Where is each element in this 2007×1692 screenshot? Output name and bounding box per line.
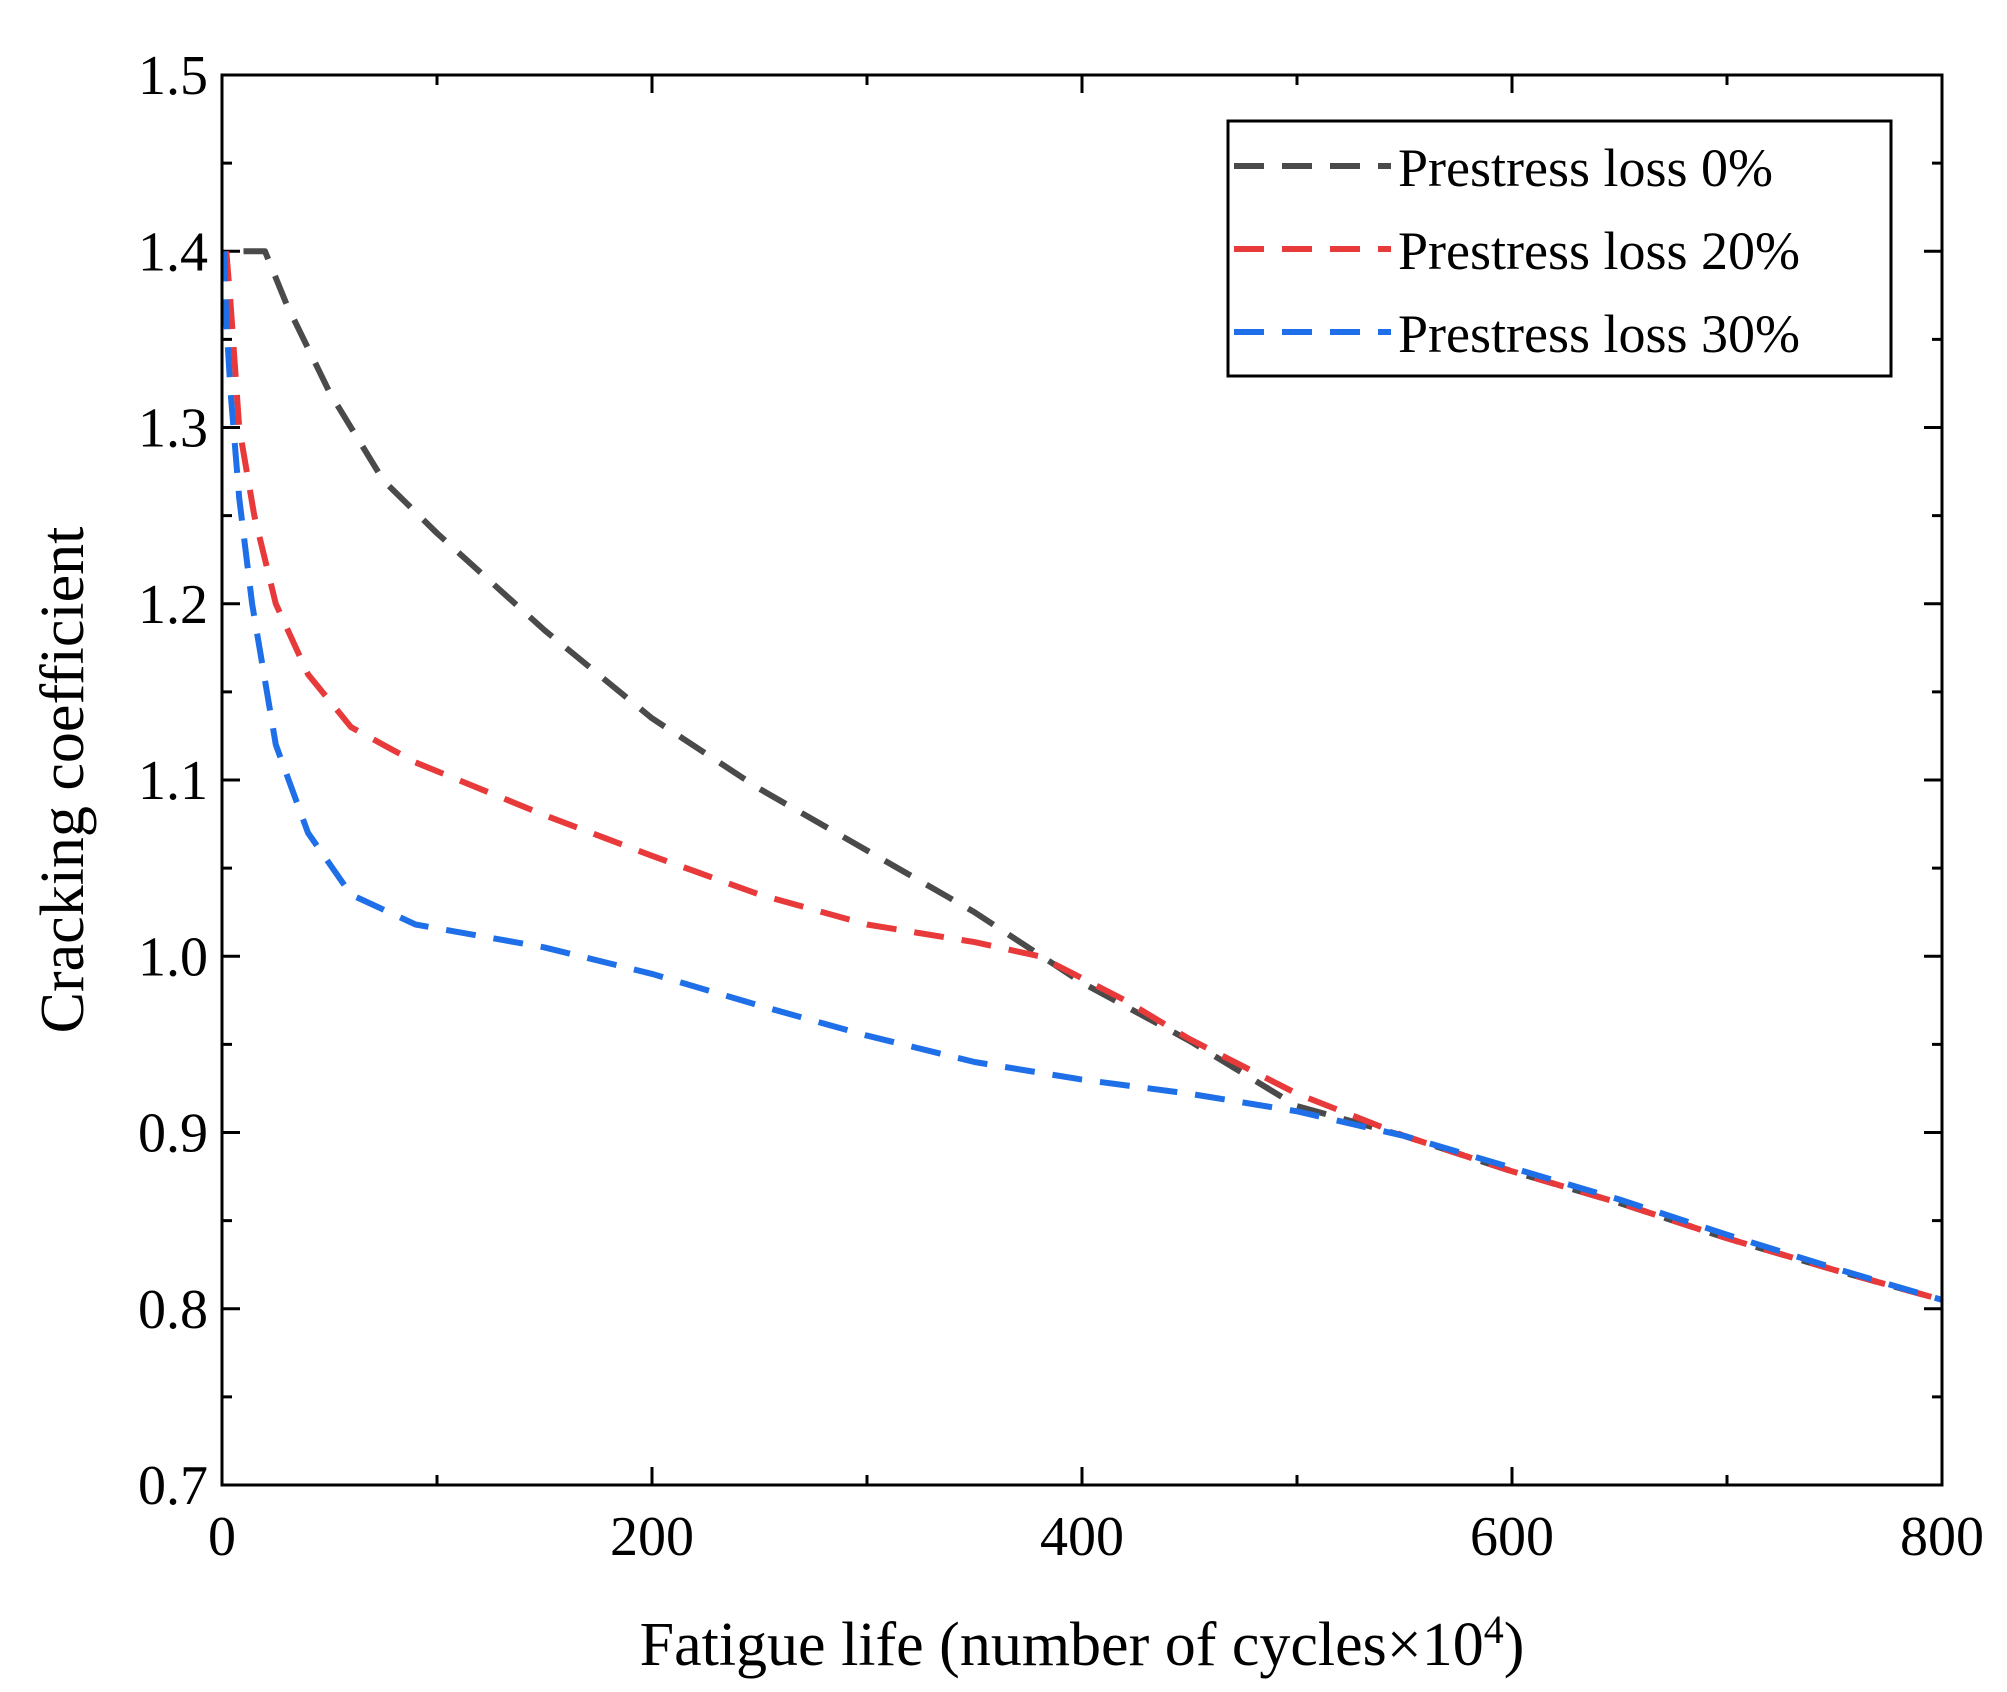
y-tick-label: 1.5 [138,45,208,107]
plot-frame [220,73,1944,1487]
x-tick-label: 400 [1040,1506,1124,1568]
x-tick-label: 200 [610,1506,694,1568]
x-tick-label: 0 [208,1506,236,1568]
series-line-1 [223,251,1943,1303]
y-tick-label: 1.0 [138,926,208,988]
x-axis: 0 200 400 600 800 [208,75,1984,1568]
y-tick-label: 1.1 [138,750,208,812]
x-tick-label: 800 [1900,1506,1984,1568]
y-tick-label: 0.7 [138,1455,208,1517]
y-axis: 0.7 0.8 0.9 1.0 1.1 1.2 1.3 1.4 1.5 [138,45,1942,1517]
legend-label-2: Prestress loss 30% [1398,304,1800,364]
legend-label-0: Prestress loss 0% [1398,138,1773,198]
x-axis-title: Fatigue life (number of cycles×104) [640,1607,1525,1679]
series-line-2 [221,251,1943,1303]
y-tick-label: 1.2 [138,574,208,636]
legend-label-1: Prestress loss 20% [1398,221,1800,281]
y-tick-label: 0.8 [138,1279,208,1341]
y-axis-title: Cracking coefficient [29,527,97,1034]
y-tick-label: 1.3 [138,398,208,460]
series-line-0 [243,248,1943,1303]
plot-series [221,248,1943,1303]
legend: Prestress loss 0% Prestress loss 20% Pre… [1226,119,1893,378]
y-tick-label: 1.4 [138,221,208,283]
x-tick-label: 600 [1470,1506,1554,1568]
y-tick-label: 0.9 [138,1103,208,1165]
